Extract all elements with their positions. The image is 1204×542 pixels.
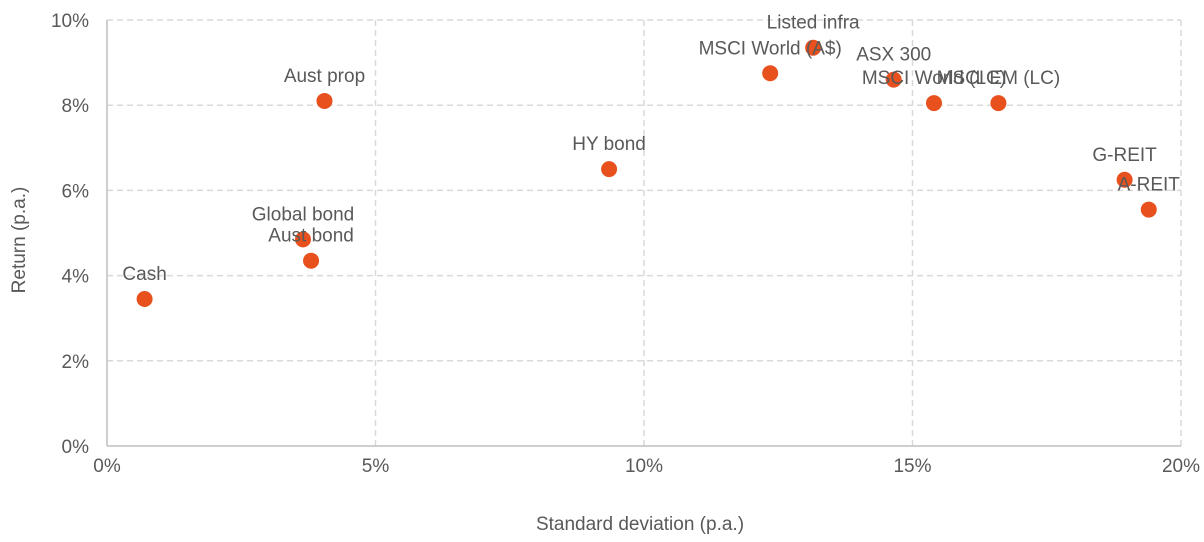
- tick-labels: 0% 2% 4% 6% 8% 10% 0% 5% 10% 15% 20%: [51, 11, 1200, 477]
- data-point: [762, 65, 779, 82]
- y-tick-label: 2%: [62, 352, 90, 373]
- x-axis-title: Standard deviation (p.a.): [536, 514, 744, 535]
- y-tick-label: 4%: [62, 267, 90, 288]
- data-point: [136, 291, 153, 308]
- data-label: Aust prop: [284, 66, 365, 87]
- x-tick-label: 10%: [625, 456, 663, 477]
- data-point: [805, 39, 822, 56]
- data-point: [303, 252, 320, 269]
- data-label: ASX 300: [856, 45, 931, 66]
- y-tick-label: 6%: [62, 181, 90, 202]
- data-label: HY bond: [572, 134, 646, 155]
- data-label: MSCI World (LC): [862, 68, 1006, 89]
- data-label: MSCI World (A$): [699, 38, 842, 59]
- data-point: [885, 71, 902, 88]
- y-tick-label: 8%: [62, 96, 90, 117]
- y-tick-label: 0%: [62, 437, 90, 458]
- data-point: [990, 95, 1007, 112]
- data-label: Global bond: [252, 204, 354, 225]
- x-tick-label: 15%: [893, 456, 931, 477]
- data-point: [295, 231, 312, 248]
- axes: [106, 20, 1181, 447]
- data-label: A-REIT: [1118, 175, 1181, 196]
- x-tick-label: 20%: [1162, 456, 1200, 477]
- data-point: [601, 161, 618, 178]
- x-tick-label: 5%: [362, 456, 390, 477]
- data-label: Cash: [122, 264, 166, 285]
- data-point: [1140, 201, 1157, 218]
- data-label: G-REIT: [1092, 145, 1157, 166]
- data-point: [316, 92, 333, 109]
- x-tick-label: 0%: [93, 456, 121, 477]
- data-point: [1116, 171, 1133, 188]
- data-point: [925, 95, 942, 112]
- data-label: Aust bond: [268, 226, 354, 247]
- y-axis-title: Return (p.a.): [9, 187, 30, 294]
- data-label: Listed infra: [767, 13, 860, 34]
- y-tick-label: 10%: [51, 11, 89, 32]
- data-label: MSCI EM (LC): [937, 68, 1061, 89]
- data-points: [136, 39, 1157, 308]
